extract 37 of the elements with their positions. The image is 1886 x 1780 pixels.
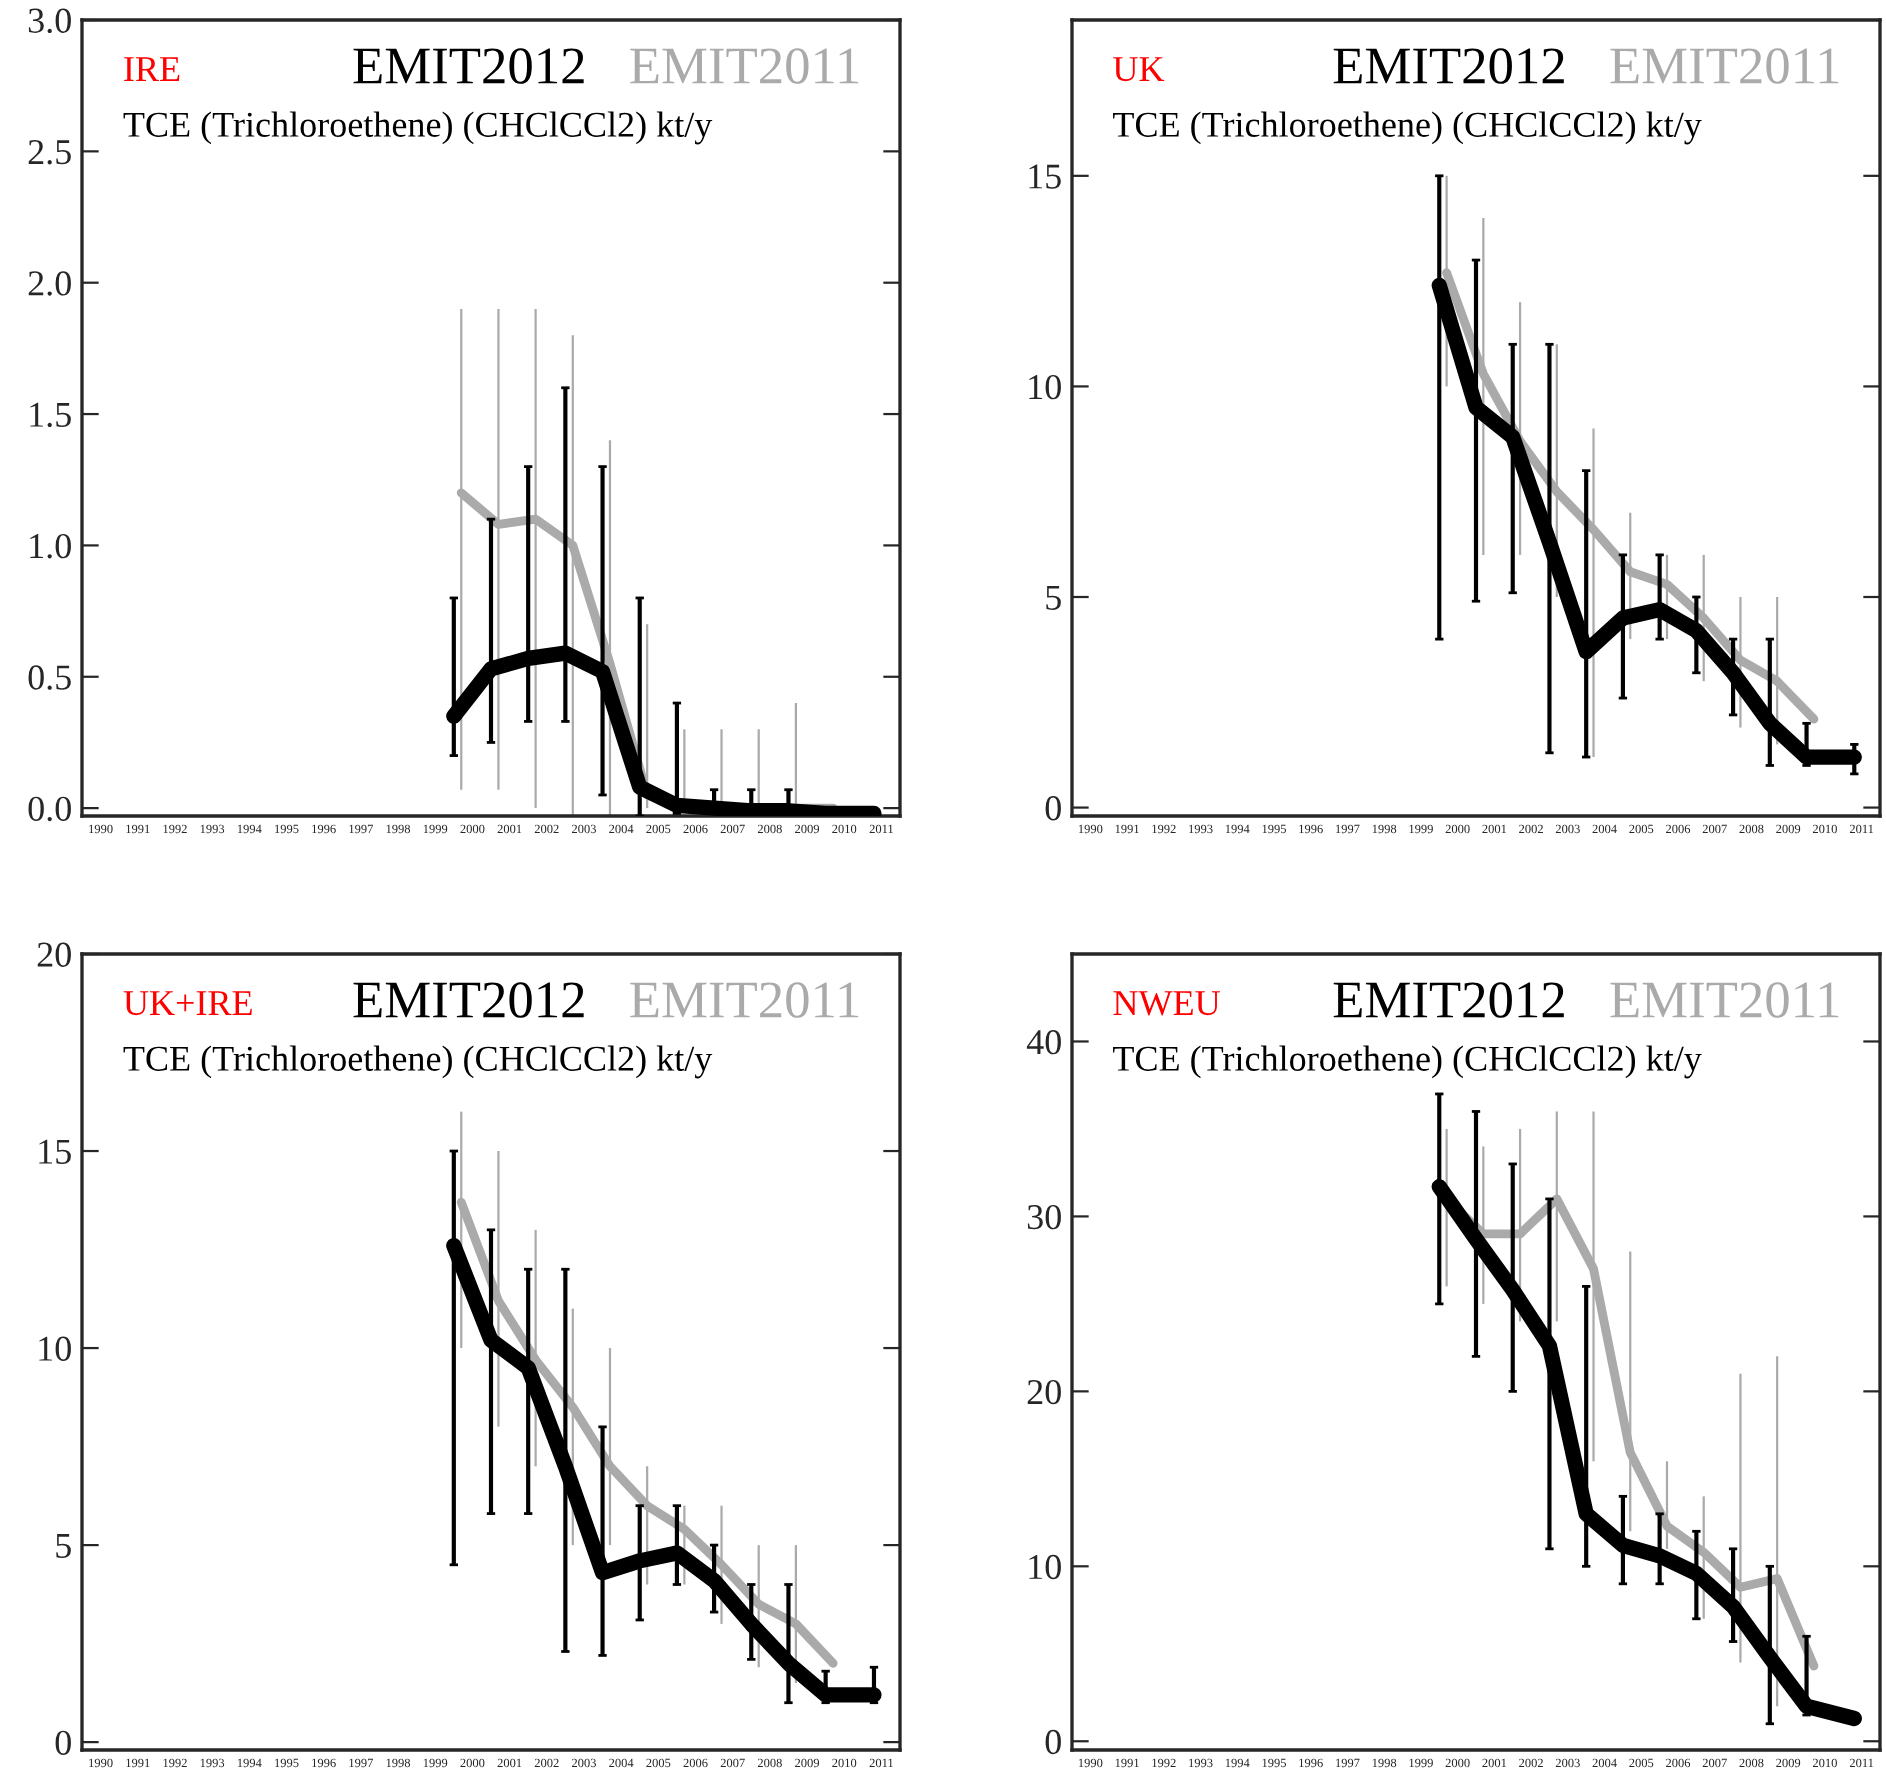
y-tick-label: 20 bbox=[1027, 1379, 1061, 1405]
text: EMIT2011 bbox=[630, 982, 859, 1018]
y-tick-label: 2.0 bbox=[28, 271, 71, 296]
y-tick-label: 15 bbox=[1029, 164, 1061, 189]
text: UK bbox=[1113, 57, 1165, 82]
y-tick-label: 40 bbox=[1026, 1029, 1061, 1055]
text: TCE (Trichloroethene) (CHClCCl2) kt/y bbox=[1113, 111, 1702, 145]
text: TCE (Trichloroethene) (CHClCCl2) kt/y bbox=[123, 1045, 713, 1079]
y-tick-label: 0.5 bbox=[28, 665, 71, 690]
y-tick-label: 3.0 bbox=[28, 8, 71, 34]
y-tick-label: 20 bbox=[37, 942, 71, 967]
y-tick-label: 2.5 bbox=[28, 139, 71, 165]
text: EMIT2011 bbox=[1610, 982, 1839, 1018]
y-tick-label: 5 bbox=[1046, 585, 1061, 610]
y-tick-label: 0 bbox=[55, 1730, 71, 1755]
y-tick-label: 1.5 bbox=[30, 402, 71, 428]
text: TCE (Trichloroethene) (CHClCCl2) kt/y bbox=[1113, 1045, 1702, 1079]
text: TCE (Trichloroethene) (CHClCCl2) kt/y bbox=[123, 111, 713, 145]
y-tick-label: 10 bbox=[39, 1336, 71, 1361]
text: EMIT2012 bbox=[353, 48, 584, 84]
y-tick-label: 10 bbox=[1029, 1554, 1061, 1580]
text: EMIT2012 bbox=[1333, 48, 1564, 84]
y-tick-label: 0 bbox=[1045, 796, 1061, 821]
y-tick-label: 0 bbox=[1045, 1729, 1061, 1755]
text: EMIT2011 bbox=[630, 48, 859, 84]
text: EMIT2011 bbox=[1610, 48, 1839, 84]
y-tick-label: 10 bbox=[1029, 374, 1061, 400]
y-tick-label: 5 bbox=[56, 1533, 71, 1558]
text: UK+IRE bbox=[123, 991, 252, 1016]
y-tick-label: 30 bbox=[1027, 1204, 1061, 1230]
text: IRE bbox=[124, 57, 180, 81]
text: NWEU bbox=[1113, 991, 1220, 1016]
y-tick-label: 0.0 bbox=[28, 796, 71, 822]
y-tick-label: 15 bbox=[39, 1139, 71, 1164]
text: EMIT2012 bbox=[353, 982, 584, 1018]
y-tick-label: 1.0 bbox=[30, 533, 71, 559]
text: EMIT2012 bbox=[1333, 982, 1564, 1018]
